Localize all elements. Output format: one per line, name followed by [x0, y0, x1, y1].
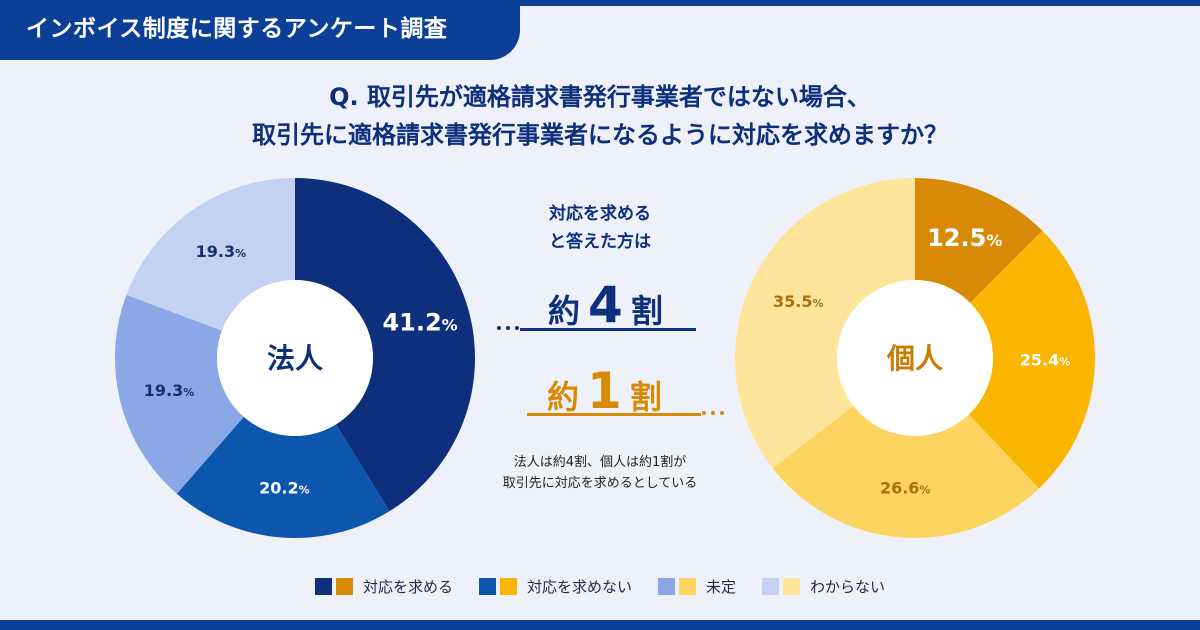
corporate-ratio-prefix: 約	[548, 292, 581, 330]
legend: 対応を求める 対応を求めない 未定 わからない	[0, 576, 1200, 597]
legend-swatch-corporate	[762, 578, 780, 595]
legend-label: 未定	[706, 578, 737, 596]
legend-swatch-individual	[499, 578, 517, 595]
individual-label-value: 35.5	[773, 292, 812, 311]
individual-ratio-number: 1	[587, 362, 622, 420]
individual-label-unit: %	[919, 484, 930, 497]
corporate-slice-unknown	[126, 178, 295, 331]
legend-item-requests: 対応を求める	[314, 576, 453, 597]
summary-note-line-1: 法人は約4割、個人は約1割が	[513, 455, 687, 470]
corporate-donut-hole	[217, 280, 373, 436]
individual-label-requests: 12.5%	[927, 224, 1002, 252]
individual-dotted-leader	[702, 411, 724, 415]
individual-ratio-prefix: 約	[547, 378, 580, 416]
legend-item-no-request: 対応を求めない	[478, 576, 632, 597]
corporate-underline	[520, 328, 696, 331]
legend-swatch-corporate	[478, 578, 496, 595]
corporate-center-title: 法人	[267, 342, 323, 375]
legend-swatch-individual	[335, 578, 353, 595]
legend-swatch-corporate	[658, 578, 675, 595]
legend-item-undecided: 未定	[658, 576, 736, 597]
summary-caption-line-1: 対応を求める	[549, 204, 651, 224]
individual-slice-unknown	[735, 178, 915, 469]
individual-label-unknown: 35.5%	[773, 292, 824, 311]
individual-slice-no-request	[968, 230, 1095, 489]
summary-caption-line-2: と答えた方は	[549, 232, 651, 252]
legend-item-unknown: わからない	[762, 576, 885, 597]
summary-note-line-2: 取引先に対応を求めるとしている	[502, 476, 698, 491]
corporate-label-unit: %	[299, 484, 310, 497]
corporate-donut-chart: 41.2%20.2%19.3%19.3%法人	[114, 178, 476, 538]
corporate-slice-undecided	[114, 294, 244, 494]
corporate-label-requests: 41.2%	[382, 309, 457, 337]
question-text: Q. 取引先が適格請求書発行事業者ではない場合、 取引先に適格請求書発行事業者に…	[0, 78, 1200, 154]
corporate-label-no-request: 20.2%	[259, 479, 310, 498]
legend-swatch-individual	[783, 578, 801, 595]
corporate-label-unit: %	[235, 247, 246, 260]
individual-label-unit: %	[812, 297, 823, 310]
corporate-label-undecided: 19.3%	[144, 381, 195, 400]
summary-caption: 対応を求める と答えた方は	[480, 200, 720, 256]
individual-label-unit: %	[1059, 356, 1070, 369]
individual-ratio-suffix: 割	[629, 378, 662, 416]
corporate-ratio-suffix: 割	[630, 292, 663, 330]
legend-label: 対応を求めない	[526, 578, 632, 596]
summary-note: 法人は約4割、個人は約1割が 取引先に対応を求めるとしている	[470, 452, 730, 494]
legend-swatch-corporate	[314, 578, 332, 595]
corporate-ratio-number: 4	[588, 276, 623, 334]
corporate-dotted-leader	[497, 326, 519, 330]
question-line-2: 取引先に適格請求書発行事業者になるように対応を求めますか？	[252, 121, 948, 149]
individual-label-value: 25.4	[1020, 351, 1059, 370]
individual-underline	[527, 413, 701, 416]
corporate-label-value: 20.2	[259, 479, 298, 498]
individual-slice-requests	[915, 178, 1043, 303]
survey-header-tab: インボイス制度に関するアンケート調査	[0, 0, 520, 60]
legend-label: わからない	[810, 578, 886, 596]
individual-center-title: 個人	[886, 342, 943, 375]
legend-swatch-individual	[679, 578, 696, 595]
individual-label-undecided: 26.6%	[880, 479, 931, 498]
corporate-label-unit: %	[442, 316, 458, 335]
legend-label: 対応を求める	[362, 578, 453, 596]
top-rule	[0, 0, 1200, 6]
corporate-label-value: 41.2	[382, 309, 441, 337]
corporate-label-unit: %	[183, 386, 194, 399]
individual-label-no-request: 25.4%	[1020, 351, 1071, 370]
corporate-label-value: 19.3	[196, 242, 235, 261]
individual-donut-hole	[837, 280, 993, 436]
individual-label-value: 12.5	[927, 224, 986, 252]
individual-donut-chart: 12.5%25.4%26.6%35.5%個人	[735, 178, 1095, 538]
corporate-label-unknown: 19.3%	[196, 242, 247, 261]
individual-label-value: 26.6	[880, 479, 919, 498]
individual-label-unit: %	[986, 231, 1002, 250]
individual-slice-undecided	[772, 405, 1040, 538]
question-line-1: Q. 取引先が適格請求書発行事業者ではない場合、	[329, 83, 871, 111]
bottom-rule	[0, 620, 1200, 630]
corporate-label-value: 19.3	[144, 381, 183, 400]
corporate-slice-no-request	[176, 416, 390, 538]
corporate-slice-requests	[295, 178, 476, 512]
